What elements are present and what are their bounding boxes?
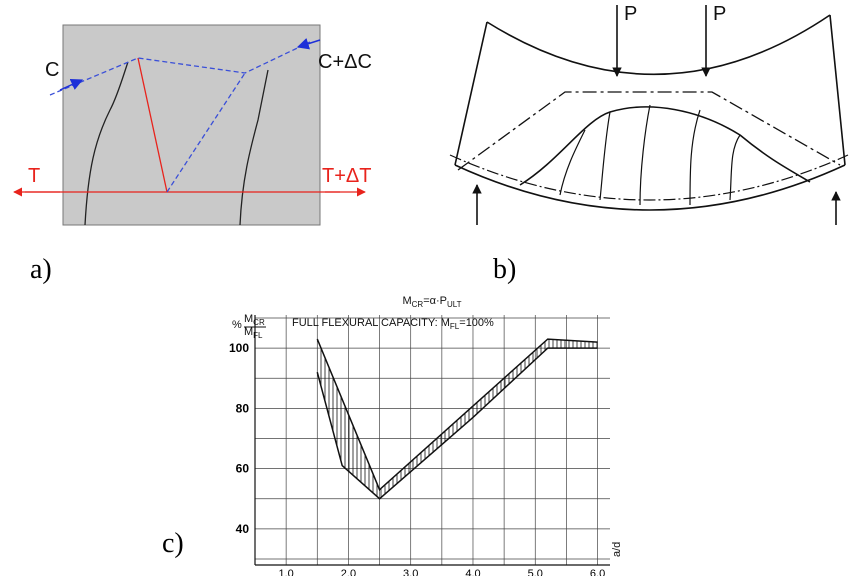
- text-part: M: [244, 326, 253, 338]
- label: T+ΔT: [322, 165, 371, 187]
- crack: [84, 61, 129, 226]
- ylabel: MCR: [244, 313, 265, 327]
- x-tick-label: 1.0: [278, 568, 293, 576]
- text-part: M: [244, 313, 253, 325]
- series-line: [316, 338, 598, 491]
- text-part: =100%: [459, 317, 494, 329]
- label: T: [28, 165, 40, 187]
- text-part: CR: [253, 318, 265, 327]
- label: P: [713, 3, 726, 25]
- crack-zone: [519, 106, 811, 186]
- label: C+ΔC: [318, 51, 372, 73]
- crack: [239, 69, 269, 226]
- text-part: CR: [412, 300, 424, 309]
- series-line: [316, 347, 598, 500]
- panel-a: C C+ΔC T T+ΔT a): [13, 24, 372, 285]
- y-tick-label: 40: [236, 522, 250, 536]
- subtitle: FULL FLEXURAL CAPACITY: MFL=100%: [292, 317, 494, 331]
- text-part: M: [402, 295, 411, 307]
- text-part: =α·P: [423, 295, 447, 307]
- panel-label: b): [493, 254, 516, 285]
- text-part: FL: [253, 331, 263, 340]
- y-tick-label: 60: [236, 462, 250, 476]
- panel-label: c): [162, 528, 184, 559]
- arch-line: [457, 91, 841, 171]
- text-part: FL: [450, 322, 460, 331]
- centerline: [449, 154, 849, 201]
- hatched-band: [317, 339, 598, 499]
- x-axis-label: a/d: [611, 542, 623, 557]
- ylabel: %: [232, 319, 242, 331]
- x-tick-label: 6.0: [590, 568, 605, 576]
- x-tick-label: 5.0: [528, 568, 543, 576]
- x-tick-label: 4.0: [465, 568, 480, 576]
- ylabel: MFL: [244, 326, 263, 340]
- label: C: [45, 59, 59, 81]
- beam-end: [829, 14, 846, 166]
- title: MCR=α·PULT: [402, 295, 461, 309]
- arrow: [296, 38, 321, 50]
- text-part: FULL FLEXURAL CAPACITY: M: [292, 317, 450, 329]
- beam-top: [486, 14, 831, 76]
- beam-bottom: [454, 164, 846, 211]
- cracks: [559, 104, 741, 206]
- label: P: [624, 3, 637, 25]
- y-tick-label: 100: [229, 341, 249, 355]
- text-part: ULT: [447, 300, 462, 309]
- beam-end: [454, 21, 488, 166]
- strut: [137, 57, 168, 193]
- panel-label: a): [30, 254, 52, 285]
- panel-b: [449, 5, 849, 225]
- x-tick-label: 3.0: [403, 568, 418, 576]
- arrow: [59, 79, 84, 91]
- x-tick-label: 2.0: [341, 568, 356, 576]
- y-tick-label: 80: [236, 401, 250, 415]
- text-part: %: [232, 319, 242, 331]
